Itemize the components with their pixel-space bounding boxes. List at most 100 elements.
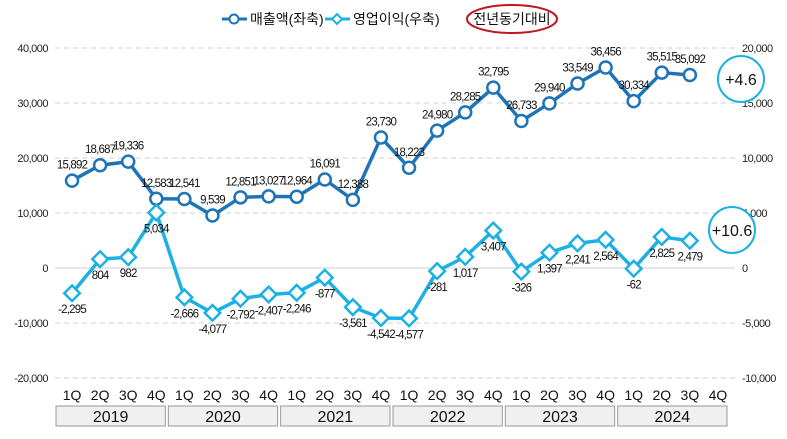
right-tick-label: -10,000: [742, 373, 776, 385]
year-box: [280, 405, 391, 427]
op-marker: [118, 247, 138, 267]
op-data-label: -3,561: [339, 318, 367, 330]
op-data-label: -877: [315, 289, 335, 301]
left-tick-label: 20,000: [17, 153, 48, 165]
quarter-label: 4Q: [484, 387, 503, 403]
quarter-label: 4Q: [259, 387, 278, 403]
year-label: 2020: [205, 409, 241, 426]
revenue-marker: [92, 157, 108, 173]
op-data-label: -2,407: [255, 305, 283, 317]
quarter-label: 3Q: [681, 387, 700, 403]
op-marker: [680, 231, 700, 251]
op-data-label: -2,246: [283, 304, 311, 316]
revenue-data-label: 36,456: [590, 46, 621, 58]
right-tick-label: 20,000: [742, 43, 773, 55]
revenue-marker: [345, 192, 361, 208]
op-data-label: 1,017: [453, 268, 478, 280]
revenue-marker: [598, 60, 613, 75]
year-label: 2019: [93, 409, 129, 426]
op-marker: [259, 284, 279, 305]
op-marker: [62, 283, 82, 303]
revenue-data-label: 30,334: [619, 80, 651, 92]
quarter-label: 2Q: [91, 387, 110, 403]
year-box: [504, 405, 616, 427]
op-marker: [202, 303, 223, 323]
op-data-label: 804: [92, 270, 110, 282]
op-marker: [455, 247, 475, 267]
quarter-label: 1Q: [624, 387, 643, 403]
left-tick-label: 10,000: [17, 208, 48, 220]
op-data-label: 2,825: [649, 248, 674, 260]
quarter-label: 1Q: [512, 387, 531, 403]
op-marker: [624, 259, 644, 279]
revenue-marker: [682, 67, 698, 83]
revenue-data-label: 12,388: [338, 179, 369, 191]
op-marker: [596, 230, 616, 250]
revenue-data-label: 12,541: [169, 178, 200, 190]
op-data-label: 2,241: [565, 254, 590, 266]
op-marker: [483, 220, 503, 241]
revenue-marker: [542, 96, 557, 111]
revenue-data-label: 24,980: [422, 110, 453, 122]
quarter-label: 3Q: [231, 387, 250, 403]
revenue-marker: [514, 113, 529, 129]
revenue-marker: [120, 154, 136, 169]
op-yoy-value: +10.6: [712, 223, 753, 240]
revenue-marker: [457, 105, 473, 120]
revenue-marker: [64, 173, 80, 188]
right-tick-label: -5,000: [742, 318, 771, 330]
op-data-label: 1,397: [537, 264, 562, 276]
revenue-data-label: 32,795: [478, 67, 509, 79]
op-data-label: 2,479: [677, 252, 702, 264]
legend-yoy-ellipse: [466, 4, 558, 34]
revenue-data-label: 13,027: [253, 175, 284, 187]
revenue-marker: [654, 65, 670, 80]
quarter-label: 2Q: [540, 387, 559, 403]
legend-yoy-label: 전년동기대비: [473, 11, 550, 27]
quarter-label: 4Q: [372, 387, 391, 403]
op-marker: [371, 308, 391, 328]
left-tick-label: 0: [42, 263, 48, 275]
left-tick-label: -10,000: [14, 318, 48, 330]
op-marker: [174, 287, 194, 307]
revenue-marker: [373, 130, 389, 145]
op-marker: [427, 261, 447, 281]
revenue-marker: [317, 172, 333, 187]
left-tick-label: -20,000: [14, 373, 48, 385]
op-data-label: -2,792: [227, 310, 255, 322]
op-data-label: 982: [120, 268, 137, 280]
revenue-data-label: 33,549: [562, 62, 593, 74]
revenue-marker: [570, 76, 585, 91]
quarter-label: 1Q: [400, 387, 419, 403]
op-marker: [90, 249, 110, 269]
revenue-marker: [177, 191, 192, 207]
op-marker: [539, 243, 560, 263]
op-marker: [343, 297, 363, 317]
op-marker: [652, 227, 672, 247]
revenue-data-label: 35,092: [675, 54, 706, 66]
revenue-data-label: 26,733: [506, 100, 537, 112]
quarter-label: 4Q: [709, 387, 728, 403]
revenue-marker: [429, 123, 445, 138]
op-marker: [287, 283, 307, 303]
op-data-label: -326: [511, 283, 531, 295]
year-label: 2024: [655, 409, 691, 426]
op-marker: [315, 268, 335, 288]
op-data-label: 2,564: [593, 251, 619, 263]
quarter-label: 3Q: [344, 387, 363, 403]
year-label: 2021: [318, 409, 354, 426]
right-tick-label: 10,000: [742, 153, 773, 165]
op-marker: [230, 289, 251, 309]
revenue-marker: [401, 160, 417, 176]
quarter-label: 2Q: [428, 387, 447, 403]
op-marker: [567, 233, 588, 253]
revenue-data-label: 28,285: [450, 91, 481, 103]
left-tick-label: 30,000: [17, 98, 48, 110]
revenue-data-label: 12,964: [282, 176, 314, 188]
quarter-label: 3Q: [456, 387, 475, 403]
revenue-data-label: 18,687: [85, 144, 116, 156]
revenue-data-label: 18,223: [394, 147, 425, 159]
revenue-marker: [233, 190, 248, 205]
op-data-label: -2,295: [58, 304, 86, 316]
